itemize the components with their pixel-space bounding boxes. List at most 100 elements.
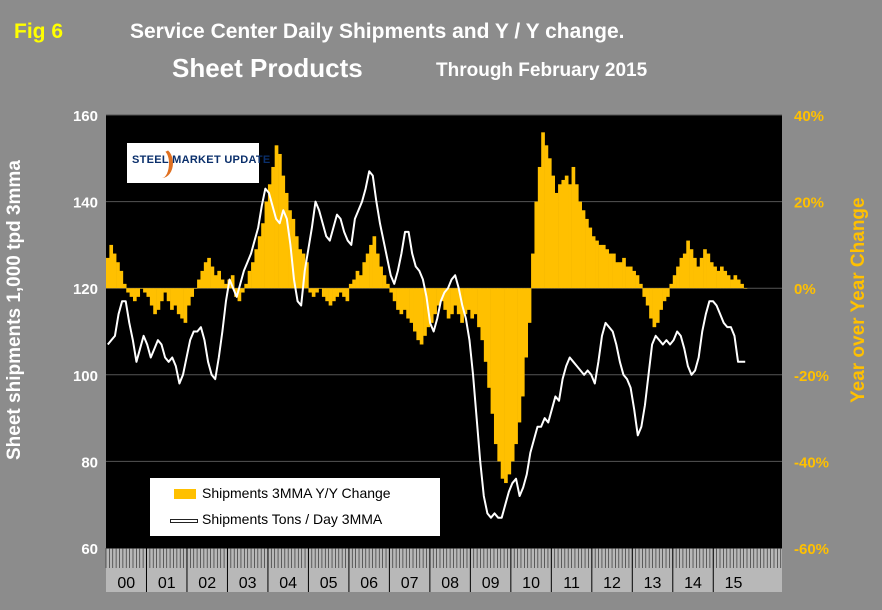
- yoy-bar: [257, 236, 262, 289]
- yoy-bar: [568, 184, 572, 289]
- yoy-bar: [591, 236, 596, 289]
- yoy-bar: [659, 288, 663, 310]
- right-tick-label: 0%: [794, 281, 816, 298]
- yoy-bar: [689, 249, 694, 289]
- yoy-bar: [487, 288, 491, 388]
- yoy-bar: [466, 288, 471, 310]
- yoy-bar: [561, 179, 566, 289]
- yoy-bar: [743, 288, 748, 289]
- yoy-bar: [315, 288, 319, 293]
- yoy-bar: [230, 275, 235, 289]
- yoy-bar: [433, 288, 437, 315]
- legend-item-bars: Shipments 3MMA Y/Y Change: [150, 484, 440, 504]
- yoy-bar: [490, 288, 495, 414]
- yoy-bar: [112, 253, 117, 289]
- yoy-bar: [308, 288, 313, 293]
- yoy-bar: [173, 288, 178, 306]
- yoy-bar: [396, 288, 400, 310]
- yoy-bar: [628, 266, 633, 289]
- yoy-bar: [156, 288, 161, 310]
- yoy-bar: [220, 279, 225, 289]
- yoy-bar: [450, 288, 454, 315]
- yoy-bar: [193, 288, 198, 289]
- y-axis-label-left: Sheet shipments 1,000 tpd 3mma: [4, 160, 25, 460]
- yoy-bar: [639, 283, 643, 289]
- yoy-bar: [618, 262, 623, 289]
- yoy-bar: [136, 288, 141, 297]
- yoy-bar: [537, 166, 542, 289]
- yoy-bar: [261, 223, 265, 289]
- yoy-bar: [504, 288, 508, 484]
- right-tick-label: -20%: [794, 368, 829, 385]
- yoy-bar: [703, 249, 707, 289]
- yoy-bar: [375, 253, 380, 289]
- yoy-bar: [197, 279, 201, 289]
- yoy-bar: [413, 288, 417, 332]
- x-year-label: 10: [522, 575, 540, 592]
- steel-market-update-logo: STEEL MARKET UPDATE: [127, 143, 270, 183]
- yoy-bar: [470, 288, 475, 319]
- x-axis: 00 01 02 03 04 05 06 07 08 09 10 11 12 13 14 15: [105, 547, 782, 592]
- legend: Shipments 3MMA Y/Y Change Shipments Tons…: [150, 478, 440, 536]
- yoy-bar: [301, 253, 306, 289]
- yoy-bar: [558, 184, 562, 289]
- yoy-bar: [200, 270, 205, 289]
- yoy-bar: [244, 283, 248, 289]
- yoy-bar: [709, 262, 714, 289]
- yoy-bar: [662, 288, 667, 302]
- yoy-bar: [311, 288, 316, 297]
- yoy-bar: [696, 266, 701, 289]
- yoy-bar: [598, 244, 603, 289]
- right-tick-label: -60%: [794, 541, 829, 558]
- yoy-bar: [497, 288, 502, 462]
- yoy-bar: [500, 288, 505, 479]
- yoy-bar: [399, 288, 404, 315]
- yoy-bar: [359, 275, 363, 289]
- yoy-bar: [122, 283, 127, 289]
- yoy-bar: [443, 288, 448, 310]
- x-year-label: 04: [279, 575, 297, 592]
- left-tick-label: 80: [81, 454, 98, 471]
- yoy-bar: [149, 288, 154, 306]
- yoy-bar: [726, 275, 731, 289]
- yoy-bar: [305, 262, 309, 289]
- x-year-label: 13: [644, 575, 662, 592]
- yoy-bar: [213, 275, 218, 289]
- yoy-bar: [106, 257, 110, 289]
- yoy-bar: [402, 288, 407, 310]
- y-axis-label-right: Year over Year Change: [848, 197, 869, 403]
- yoy-bar: [571, 166, 576, 289]
- shipments-line: [107, 170, 746, 519]
- yoy-bar: [321, 288, 326, 297]
- yoy-bar: [139, 288, 144, 289]
- yoy-bar: [190, 288, 195, 297]
- yoy-bar: [682, 253, 687, 289]
- yoy-bar: [328, 288, 333, 306]
- yoy-bar: [224, 283, 228, 289]
- yoy-bar: [338, 288, 343, 293]
- legend-bar-swatch: [174, 489, 196, 499]
- left-tick-label: 60: [81, 541, 98, 558]
- yoy-bar: [170, 288, 174, 310]
- yoy-bar: [355, 270, 360, 289]
- yoy-bar: [254, 249, 259, 289]
- chart-title: Service Center Daily Shipments and Y / Y…: [130, 20, 625, 43]
- yoy-bar: [210, 266, 215, 289]
- yoy-bar: [180, 288, 184, 319]
- legend-line-swatch: [170, 519, 198, 523]
- yoy-bar: [119, 270, 124, 289]
- yoy-bar: [176, 288, 181, 315]
- fig-label: Fig 6: [14, 20, 64, 43]
- yoy-bar: [129, 288, 134, 297]
- yoy-bar: [551, 175, 555, 289]
- x-year-label: 14: [684, 575, 702, 592]
- yoy-bar: [419, 288, 424, 345]
- yoy-bar: [574, 184, 579, 289]
- yoy-bar: [473, 288, 478, 315]
- yoy-bar: [207, 257, 211, 289]
- left-tick-label: 160: [73, 108, 98, 125]
- x-year-label: 06: [360, 575, 378, 592]
- x-year-label: 01: [158, 575, 176, 592]
- yoy-bar: [446, 288, 451, 319]
- yoy-bar: [348, 283, 353, 289]
